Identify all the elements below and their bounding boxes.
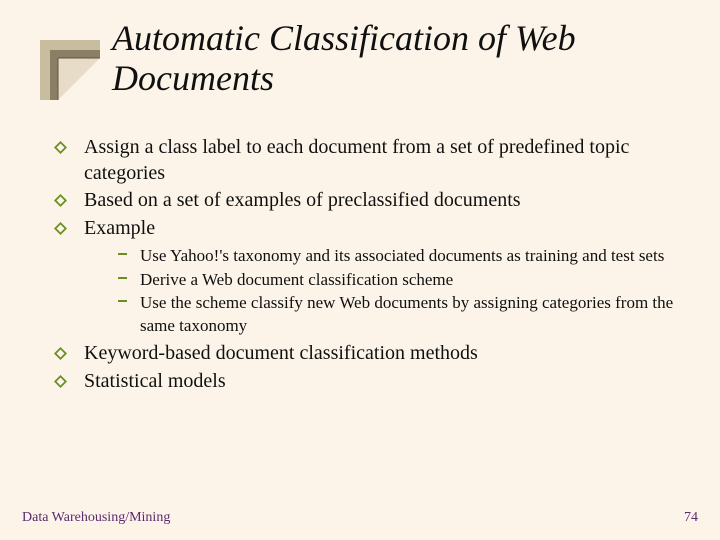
dash-bullet-icon [118,300,127,302]
diamond-bullet-icon [54,194,67,207]
sub-bullet-item: Use the scheme classify new Web document… [84,292,680,337]
slide-body: Assign a class label to each document fr… [54,135,680,396]
footer-left: Data Warehousing/Mining [22,510,170,526]
bullet-text: Based on a set of examples of preclassif… [84,189,521,211]
sub-bullet-text: Derive a Web document classification sch… [140,270,453,289]
bullet-text: Example [84,217,155,239]
diamond-bullet-icon [54,347,67,360]
dash-bullet-icon [118,277,127,279]
sub-bullet-text: Use Yahoo!'s taxonomy and its associated… [140,246,664,265]
bullet-text: Statistical models [84,370,226,392]
sub-bullet-item: Derive a Web document classification sch… [84,269,680,291]
corner-decor-icon [40,40,100,100]
bullet-item: Example Use Yahoo!'s taxonomy and its as… [54,216,680,337]
bullet-item: Assign a class label to each document fr… [54,135,680,186]
slide-number: 74 [684,510,698,526]
diamond-bullet-icon [54,222,67,235]
bullet-text: Keyword-based document classification me… [84,342,478,364]
slide-title: Automatic Classification of Web Document… [112,18,690,99]
slide-footer: Data Warehousing/Mining 74 [22,510,698,526]
sub-bullet-item: Use Yahoo!'s taxonomy and its associated… [84,245,680,267]
bullet-item: Based on a set of examples of preclassif… [54,188,680,214]
bullet-item: Statistical models [54,369,680,395]
sub-bullet-text: Use the scheme classify new Web document… [140,293,673,334]
diamond-bullet-icon [54,375,67,388]
dash-bullet-icon [118,253,127,255]
bullet-item: Keyword-based document classification me… [54,341,680,367]
bullet-text: Assign a class label to each document fr… [84,136,629,184]
diamond-bullet-icon [54,141,67,154]
